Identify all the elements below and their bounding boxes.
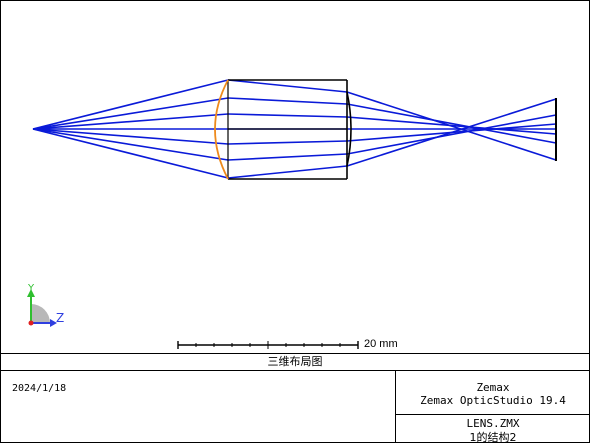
configuration-label: 1的结构2 [469,431,517,444]
plot-date: 2024/1/18 [12,383,67,394]
lens-front-surface [214,79,229,180]
product-version: Zemax OpticStudio 19.4 [420,394,566,407]
ray [32,128,229,145]
ray [346,103,557,144]
info-panel: Zemax Zemax OpticStudio 19.4 LENS.ZMX 1的… [395,371,590,444]
ray [346,98,557,167]
ray [227,165,348,179]
scale-bar-label: 20 mm [364,338,398,350]
x-axis-dot [28,320,34,326]
axis-disc [31,304,50,323]
y-axis-arrowhead [27,289,35,297]
info-separator [396,414,590,415]
ray [32,79,229,130]
ray [346,116,557,135]
scale-bar [177,341,359,349]
ray [227,153,348,161]
lens-back-curve [346,91,352,167]
ray [32,128,229,179]
ray [227,79,348,93]
ray [32,113,229,130]
ray [227,113,348,118]
ray [227,97,348,105]
plot-title: 三维布局图 [0,353,590,371]
ray [32,97,229,130]
ray-bundle [32,79,557,179]
file-name: LENS.ZMX [466,417,520,430]
ray [227,140,348,145]
z-axis-arrowhead [50,319,57,327]
company-name: Zemax [476,381,510,394]
y-axis-label: Y [27,283,35,294]
axis-triad: Y Z [27,283,64,327]
z-axis-label: Z [56,311,64,325]
lens-element [214,79,352,180]
3d-layout-plot: Y Z [27,79,557,349]
ray [32,128,229,161]
ray [346,114,557,155]
